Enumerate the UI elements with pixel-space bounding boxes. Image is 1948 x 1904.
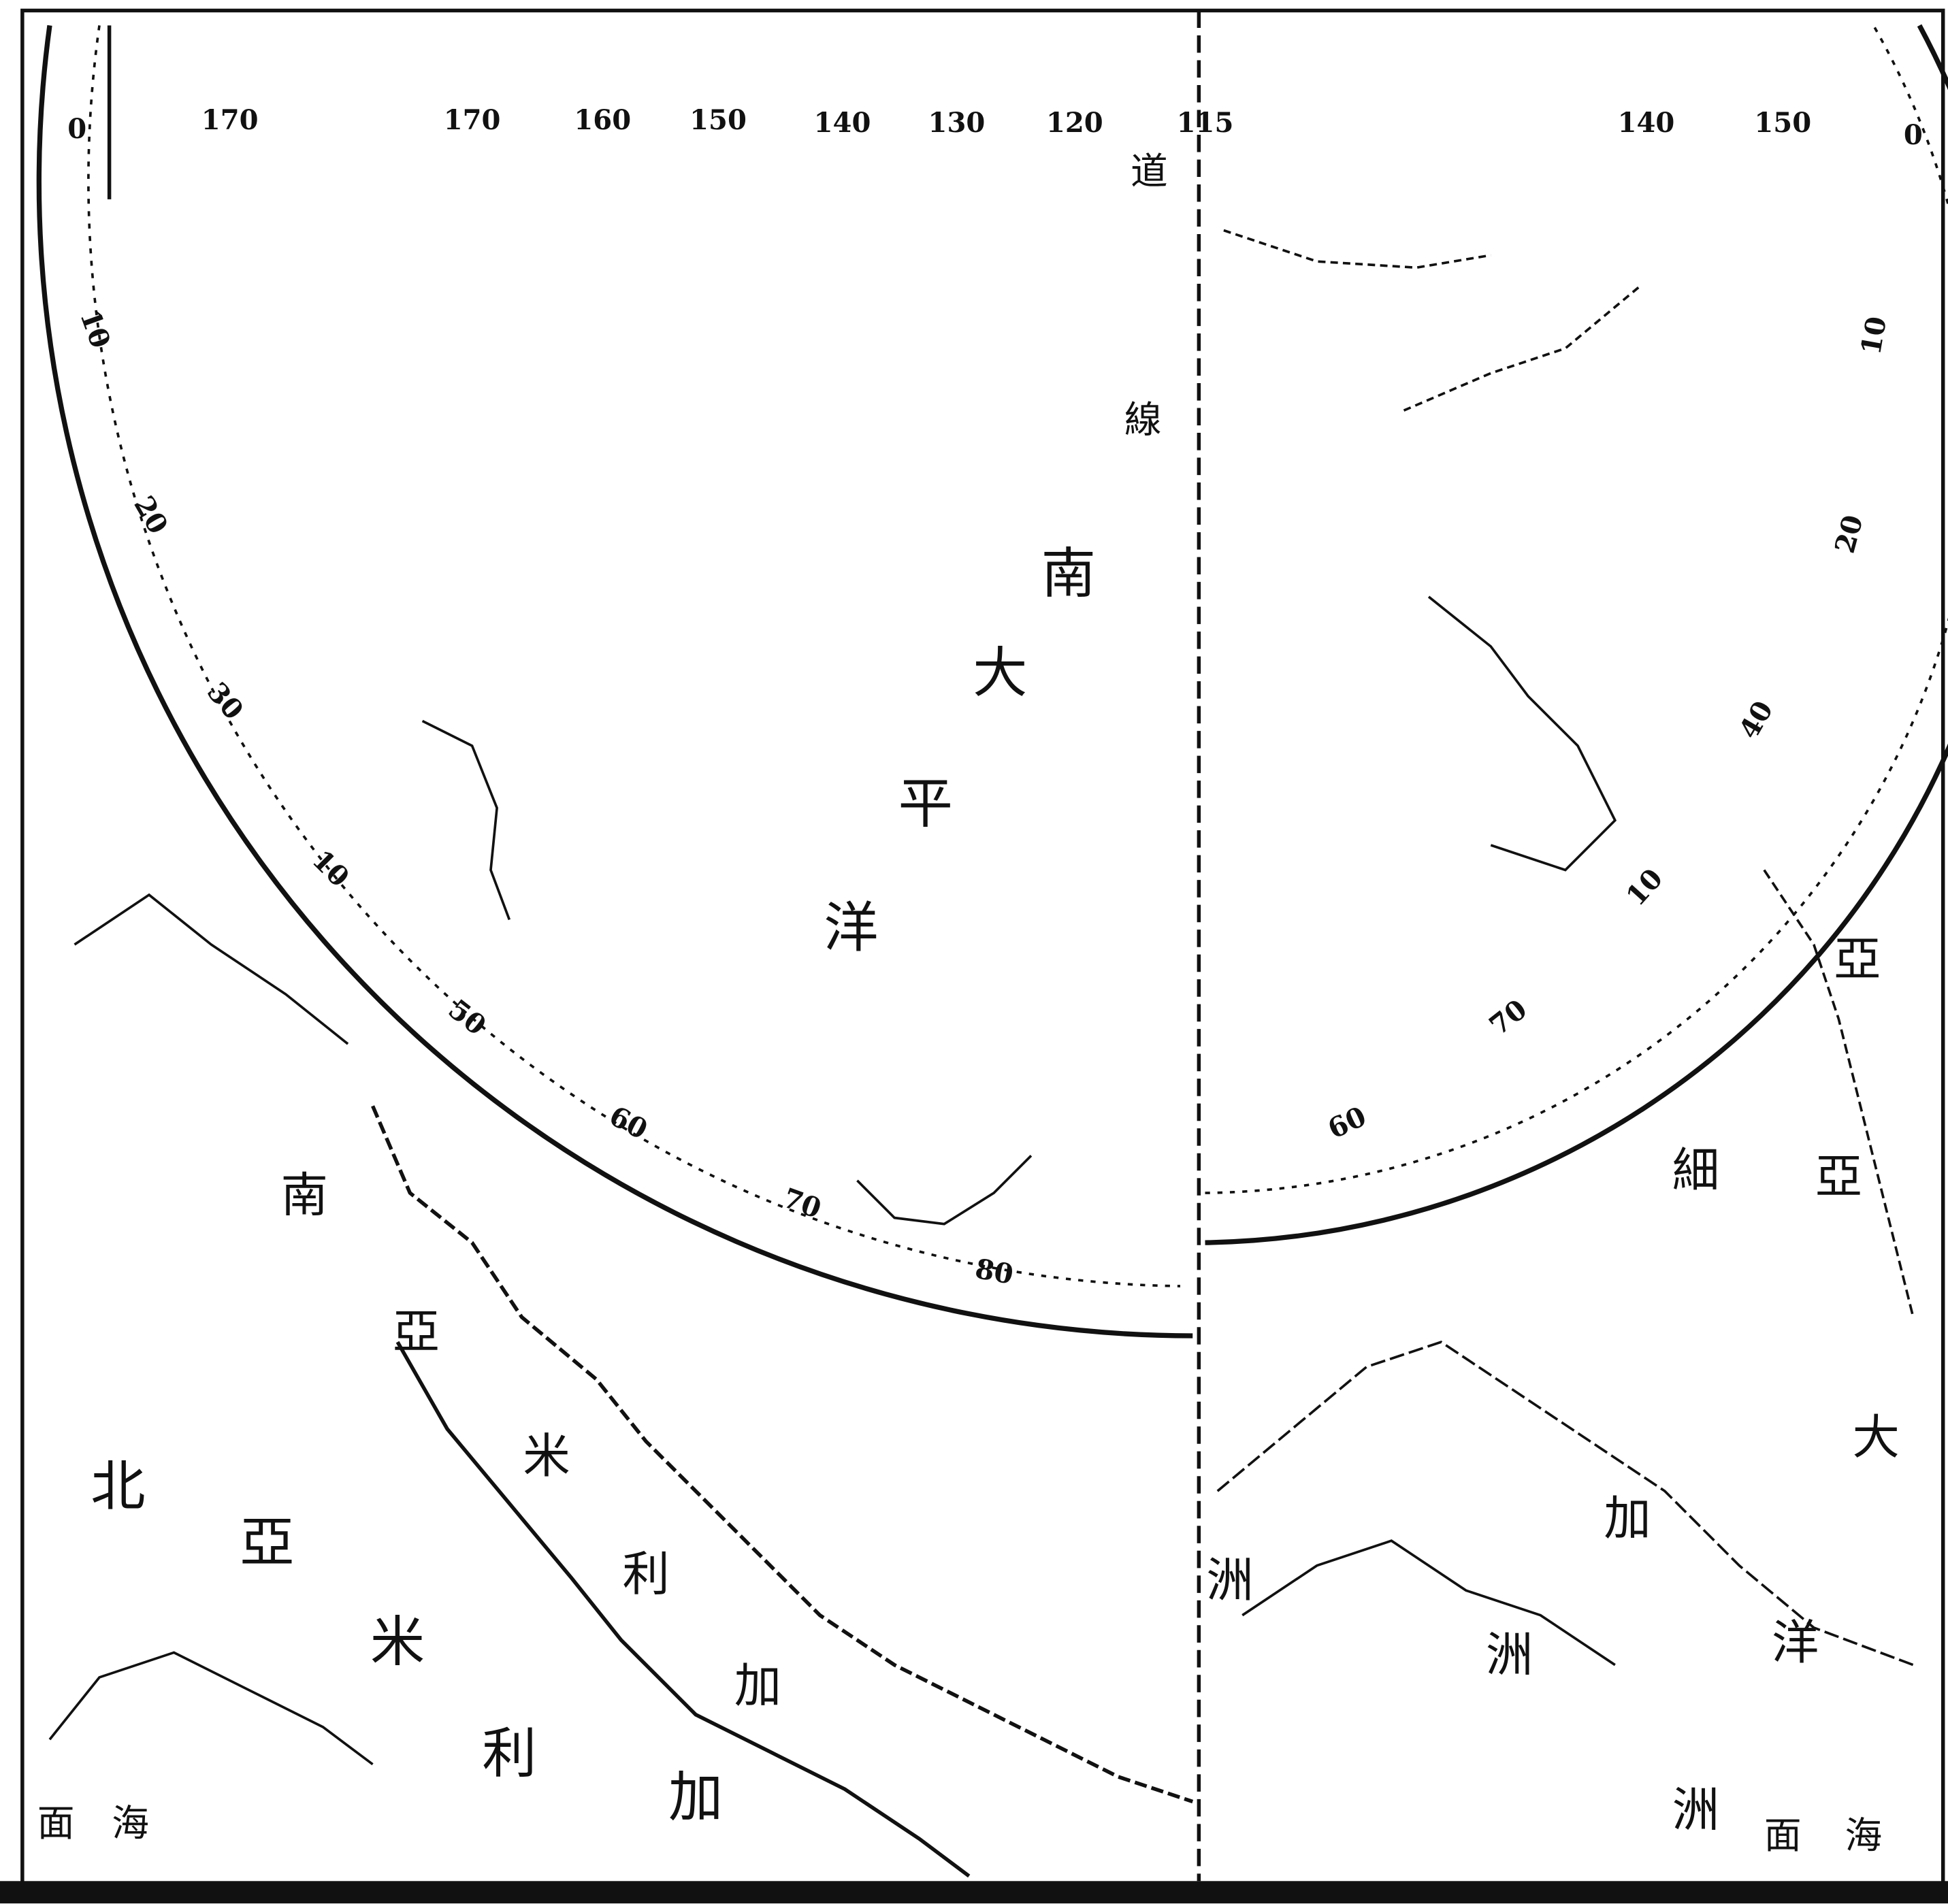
place-label: 加 [1604,1492,1651,1546]
coast [1427,595,1617,872]
degree-label: 140 [1618,107,1675,139]
place-label: 道 [1131,149,1168,193]
degree-label: 150 [1754,107,1811,139]
place-label: 利 [622,1547,669,1602]
place-label: 洲 [1206,1554,1253,1608]
place-label: 面 [1764,1813,1802,1857]
place-label: 米 [523,1430,570,1484]
degree-label: 140 [814,107,871,139]
place-label: 加 [734,1659,781,1713]
place-label: 利 [482,1722,536,1786]
degree-label: 120 [1046,107,1103,139]
degree-label: 80 [973,1253,1016,1291]
place-label: 亞 [240,1510,294,1574]
degree-label: 115 [1177,107,1234,139]
place-label: 南 [1041,542,1096,606]
coast [856,1155,1033,1226]
place-label: 大 [973,641,1027,705]
degree-label: 10 [1855,314,1893,357]
place-label: 洋 [824,896,878,959]
place-label: 海 [112,1801,149,1845]
place-label: 洲 [1486,1628,1533,1683]
place-label: 亞 [393,1305,440,1360]
mountain [1241,1539,1616,1667]
place-label: 細 [1672,1144,1719,1198]
place-label: 北 [91,1454,145,1518]
place-label: 大 [1852,1411,1899,1465]
mountain [1216,1341,1914,1667]
place-label: 面 [37,1801,75,1845]
place-label: 線 [1124,397,1162,441]
island [421,719,511,921]
degree-label: 130 [928,107,986,139]
coast [371,1105,1194,1804]
mountain [48,1651,374,1766]
place-label: 南 [281,1168,328,1223]
labels: 0 170 170 160 150 140 130 120 115 140 150 010203010… [37,104,1923,1857]
degree-label: 170 [201,104,259,136]
coast [1763,869,1915,1318]
hemisphere-rim-inner [87,25,1181,1287]
place-label: 加 [668,1765,723,1828]
degree-label: 170 [444,104,501,136]
place-label: 洲 [1672,1784,1719,1838]
bottom-strip [0,1881,1948,1904]
mountain [74,893,349,1045]
place-label: 平 [898,771,953,835]
place-label: 洋 [1772,1615,1819,1670]
place-label: 亞 [1815,1150,1862,1204]
coast [395,1341,971,1878]
place-label: 米 [370,1609,425,1673]
hemisphere-rim-inner [1205,24,1948,1194]
hemisphere-rim [36,24,1193,1339]
degree-label: 0 [1904,119,1923,151]
hemisphere-rim [1205,24,1948,1245]
place-label: 亞 [1834,932,1881,987]
place-label: 海 [1845,1813,1883,1857]
degree-label: 160 [574,104,631,136]
degree-label: 150 [689,104,747,136]
degree-label: 0 [67,113,86,145]
